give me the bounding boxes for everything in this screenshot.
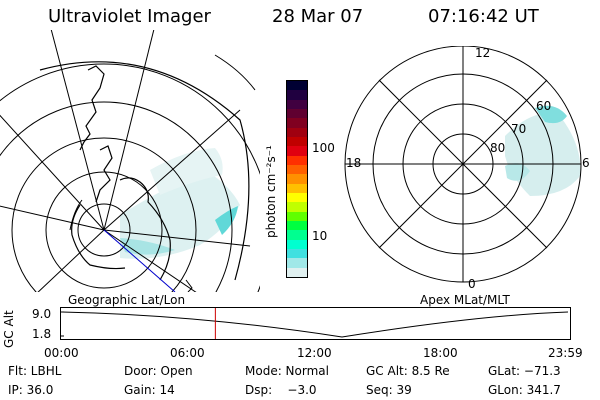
colorbar-band bbox=[287, 248, 307, 259]
colorbar-band bbox=[287, 136, 307, 147]
colorbar-band bbox=[287, 258, 307, 268]
colorbar-band bbox=[287, 127, 307, 137]
lat-label-80: 80 bbox=[490, 141, 506, 155]
mode-info: Mode: Normal bbox=[245, 364, 329, 378]
door-info: Door: Open bbox=[124, 364, 193, 378]
timeline-ylabel: GC Alt bbox=[2, 310, 16, 348]
gain-info: Gain: 14 bbox=[124, 383, 175, 397]
orbit-altitude-plot bbox=[60, 307, 571, 340]
colorbar-unit-label: photon cm⁻²s⁻¹ bbox=[264, 145, 278, 238]
apex-panel-label: Apex MLat/MLT bbox=[420, 293, 510, 307]
colorbar-tick-100: 100 bbox=[312, 141, 335, 155]
timeline-tick-4: 23:59 bbox=[548, 346, 583, 360]
aurora-glow-left bbox=[120, 148, 240, 259]
geographic-map bbox=[0, 30, 260, 292]
colorbar-band bbox=[287, 230, 307, 240]
time-label: 07:16:42 UT bbox=[428, 6, 539, 27]
colorbar-band bbox=[287, 164, 307, 175]
mlt-label-6: 6 bbox=[582, 156, 590, 170]
glat-info: GLat: −71.3 bbox=[488, 364, 561, 378]
colorbar-band bbox=[287, 202, 307, 212]
colorbar-band bbox=[287, 90, 307, 100]
colorbar-band bbox=[287, 81, 307, 91]
date-label: 28 Mar 07 bbox=[272, 6, 364, 27]
timeline-y-bottom: 1.8 bbox=[32, 327, 52, 341]
colorbar-band bbox=[287, 220, 307, 231]
polar-mlt-plot bbox=[344, 46, 582, 283]
instrument-title: Ultraviolet Imager bbox=[48, 6, 211, 27]
colorbar-band bbox=[287, 118, 307, 128]
colorbar-band bbox=[287, 192, 307, 203]
mlt-label-0: 0 bbox=[468, 277, 476, 291]
colorbar-band bbox=[287, 99, 307, 109]
filter-info: Flt: LBHL bbox=[8, 364, 62, 378]
colorbar-band bbox=[287, 211, 307, 221]
colorbar-band bbox=[287, 267, 307, 277]
lat-label-60: 60 bbox=[536, 99, 552, 113]
aurora-glow-right bbox=[505, 105, 581, 196]
colorbar-band bbox=[287, 108, 307, 119]
geographic-panel-label: Geographic Lat/Lon bbox=[68, 293, 186, 307]
colorbar bbox=[286, 80, 308, 278]
colorbar-band bbox=[287, 146, 307, 156]
seq-info: Seq: 39 bbox=[366, 383, 412, 397]
timeline-y-top: 9.0 bbox=[32, 307, 52, 321]
timeline-tick-3: 18:00 bbox=[423, 346, 458, 360]
dsp-info: Dsp: −3.0 bbox=[245, 383, 317, 397]
colorbar-band bbox=[287, 239, 307, 249]
timeline-tick-1: 06:00 bbox=[170, 346, 205, 360]
colorbar-band bbox=[287, 155, 307, 165]
timeline-tick-0: 00:00 bbox=[44, 346, 79, 360]
mlt-label-12: 12 bbox=[475, 46, 491, 60]
mlt-label-18: 18 bbox=[346, 156, 362, 170]
timeline-tick-2: 12:00 bbox=[297, 346, 332, 360]
colorbar-tick-10: 10 bbox=[312, 229, 328, 243]
ip-info: IP: 36.0 bbox=[8, 383, 54, 397]
lat-label-70: 70 bbox=[511, 122, 527, 136]
colorbar-band bbox=[287, 174, 307, 184]
colorbar-band bbox=[287, 183, 307, 193]
gcalt-info: GC Alt: 8.5 Re bbox=[366, 364, 450, 378]
glon-info: GLon: 341.7 bbox=[488, 383, 561, 397]
